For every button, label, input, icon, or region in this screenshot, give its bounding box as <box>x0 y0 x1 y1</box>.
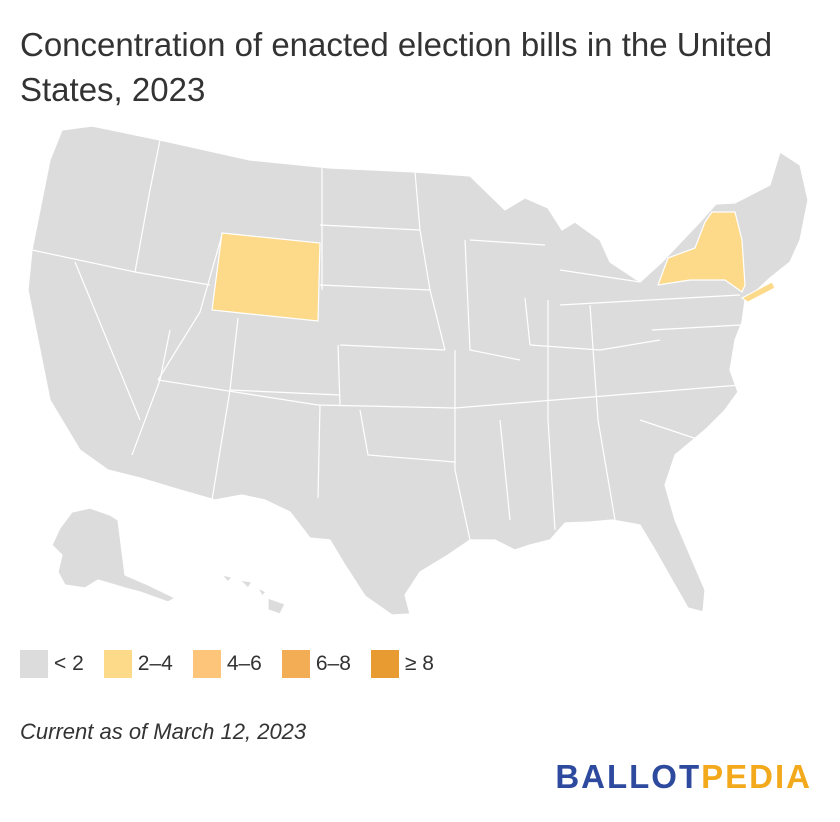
logo-part-pedia: PEDIA <box>701 758 812 795</box>
state-new-york-long-island <box>741 281 776 303</box>
logo-part-ballot: BALLOT <box>555 758 702 795</box>
legend-item: 2–4 <box>103 650 173 678</box>
legend-item: ≥ 8 <box>370 650 434 678</box>
legend-label: 4–6 <box>226 652 262 675</box>
legend-swatch <box>20 650 48 678</box>
date-note: Current as of March 12, 2023 <box>20 719 307 744</box>
legend: < 2 2–4 4–6 6–8 ≥ 8 <box>20 650 454 678</box>
state-hawaii <box>221 574 286 615</box>
legend-label: < 2 <box>54 652 84 675</box>
legend-label: 6–8 <box>315 652 351 675</box>
legend-swatch <box>103 650 132 678</box>
legend-swatch <box>281 650 310 678</box>
lower-48-outline <box>27 125 809 616</box>
state-borders <box>31 139 741 541</box>
legend-item: 6–8 <box>281 650 351 678</box>
us-map <box>27 125 809 616</box>
legend-item: 4–6 <box>192 650 262 678</box>
legend-swatch <box>370 650 399 678</box>
legend-label: 2–4 <box>137 652 173 675</box>
state-new-york <box>657 211 746 293</box>
legend-item: < 2 <box>20 650 84 678</box>
legend-swatch <box>192 650 221 678</box>
state-alaska <box>51 507 176 603</box>
legend-label: ≥ 8 <box>404 652 434 675</box>
map-title: Concentration of enacted election bills … <box>20 26 773 108</box>
ballotpedia-logo: BALLOTPEDIA <box>555 758 812 796</box>
state-wyoming <box>211 232 321 322</box>
